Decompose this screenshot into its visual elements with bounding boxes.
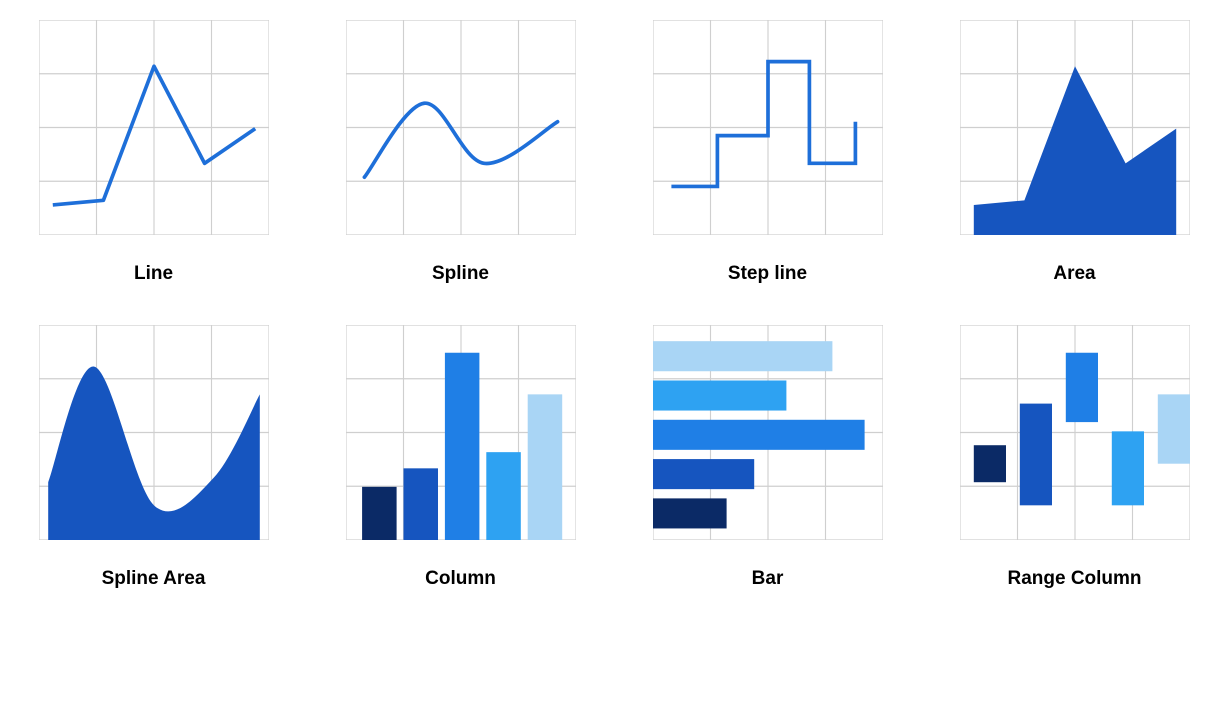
spline-label: Spline [432,263,489,285]
splinearea-chart-icon [39,325,269,540]
rangecolumn-label: Range Column [1007,568,1141,590]
chart-cell-stepline: Step line [644,20,891,285]
chart-cell-rangecolumn: Range Column [951,325,1198,590]
area-label: Area [1053,263,1095,285]
bar-label: Bar [752,568,784,590]
chart-cell-area: Area [951,20,1198,285]
column-label: Column [425,568,496,590]
chart-cell-line: Line [30,20,277,285]
line-label: Line [134,263,173,285]
rangecolumn-chart-icon [960,325,1190,540]
area-chart-icon [960,20,1190,235]
stepline-label: Step line [728,263,807,285]
chart-cell-column: Column [337,325,584,590]
chart-cell-spline: Spline [337,20,584,285]
chart-type-gallery: Line Spline Step line Area Spline Area Column… [30,20,1198,590]
spline-chart-icon [346,20,576,235]
stepline-chart-icon [653,20,883,235]
line-chart-icon [39,20,269,235]
chart-cell-splinearea: Spline Area [30,325,277,590]
column-chart-icon [346,325,576,540]
bar-chart-icon [653,325,883,540]
chart-cell-bar: Bar [644,325,891,590]
splinearea-label: Spline Area [102,568,206,590]
